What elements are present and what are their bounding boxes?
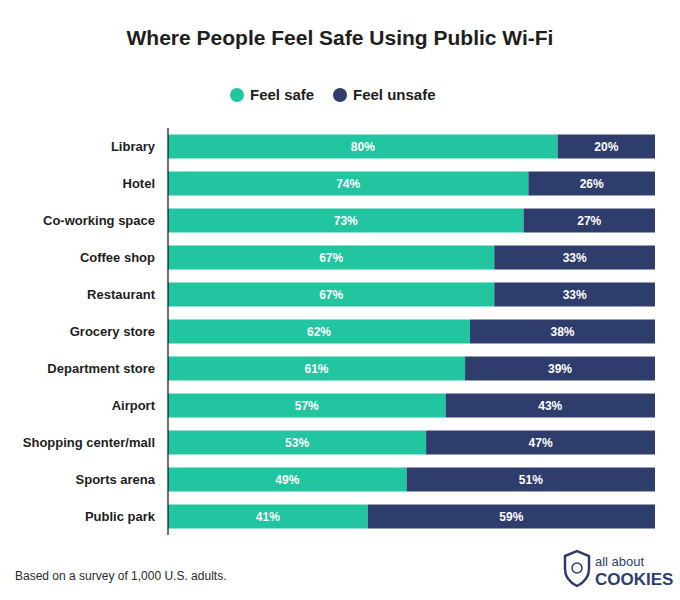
data-label: 62% <box>307 325 331 339</box>
bar-segment <box>168 172 528 196</box>
bars <box>168 135 655 529</box>
bar-segment <box>168 246 494 270</box>
bar-segment <box>168 135 558 159</box>
data-label: 27% <box>577 214 601 228</box>
bar-segment <box>168 209 524 233</box>
data-label: 38% <box>550 325 574 339</box>
bar-segment <box>528 172 655 196</box>
legend-entry: Feel safe <box>230 86 314 103</box>
legend-label: Feel unsafe <box>353 86 436 103</box>
brand-text: COOKIES <box>595 570 673 589</box>
data-label: 47% <box>529 436 553 450</box>
chart-svg: Where People Feel Safe Using Public Wi-F… <box>0 0 680 600</box>
data-label: 80% <box>351 140 375 154</box>
bar-segment <box>494 246 655 270</box>
category-label: Hotel <box>123 176 156 191</box>
bar-segment <box>368 505 655 529</box>
category-label: Coffee shop <box>80 250 155 265</box>
bar-segment <box>465 357 655 381</box>
category-label: Library <box>111 139 156 154</box>
data-label: 26% <box>580 177 604 191</box>
category-label: Shopping center/mall <box>23 435 155 450</box>
data-label: 53% <box>285 436 309 450</box>
chart-container: Where People Feel Safe Using Public Wi-F… <box>0 0 680 600</box>
legend-swatch <box>230 88 244 102</box>
data-label: 59% <box>499 510 523 524</box>
legend-swatch <box>333 88 347 102</box>
value-axis-line <box>168 535 655 536</box>
bar-segment <box>168 505 368 529</box>
bar-segment <box>168 320 470 344</box>
data-labels: 80% 20% 74% 26% 73% 27% 67% 33% 67% 33% 62% 38% 61% 3… <box>256 140 619 524</box>
title: Where People Feel Safe Using Public Wi-F… <box>127 26 554 49</box>
data-label: 43% <box>538 399 562 413</box>
category-label: Restaurant <box>87 287 156 302</box>
axis-line <box>167 128 168 535</box>
category-label: Department store <box>47 361 155 376</box>
data-label: 61% <box>305 362 329 376</box>
brand-mark <box>572 563 582 573</box>
bar-segment <box>168 468 407 492</box>
brand-shield <box>565 551 589 586</box>
data-label: 73% <box>334 214 358 228</box>
data-label: 67% <box>319 251 343 265</box>
category-label: Grocery store <box>70 324 155 339</box>
data-label: 39% <box>548 362 572 376</box>
category-label: Co-working space <box>43 213 155 228</box>
data-label: 49% <box>275 473 299 487</box>
bar-segment <box>168 283 494 307</box>
category-label: Sports arena <box>76 472 156 487</box>
data-label: 41% <box>256 510 280 524</box>
data-label: 67% <box>319 288 343 302</box>
data-label: 74% <box>336 177 360 191</box>
data-label: 51% <box>519 473 543 487</box>
data-label: 33% <box>563 251 587 265</box>
legend-label: Feel safe <box>250 86 314 103</box>
bar-segment <box>168 431 426 455</box>
data-label: 57% <box>295 399 319 413</box>
data-label: 20% <box>594 140 618 154</box>
bar-segment <box>446 394 655 418</box>
bar-segment <box>494 283 655 307</box>
brand-text: all about <box>595 554 645 569</box>
bar-segment <box>470 320 655 344</box>
footnote: Based on a survey of 1,000 U.S. adults. <box>15 569 226 583</box>
legend-entry: Feel unsafe <box>333 86 436 103</box>
bar-segment <box>558 135 655 159</box>
brand-logo: all aboutCOOKIES <box>565 551 673 589</box>
bar-segment <box>168 357 465 381</box>
bar-segment <box>168 394 446 418</box>
category-label: Public park <box>85 509 156 524</box>
category-label: Airport <box>112 398 156 413</box>
bar-segment <box>407 468 655 492</box>
bar-segment <box>524 209 655 233</box>
bar-segment <box>426 431 655 455</box>
data-label: 33% <box>563 288 587 302</box>
